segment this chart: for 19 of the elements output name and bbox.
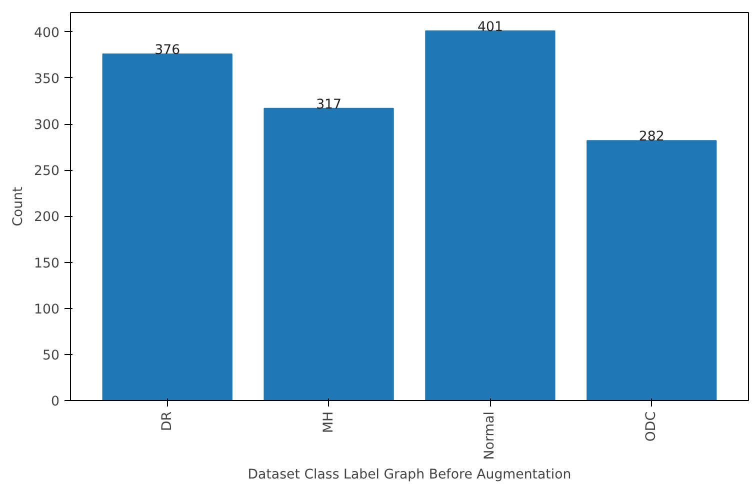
- y-tick-label: 150: [34, 256, 60, 272]
- x-tick-label: DR: [160, 411, 175, 432]
- y-tick-label: 400: [34, 26, 60, 41]
- y-tick-label: 250: [34, 164, 60, 180]
- y-tick-label: 200: [34, 210, 60, 226]
- x-tick-label: Normal: [482, 411, 498, 460]
- x-tick-label: MH: [321, 411, 336, 434]
- bar: [586, 140, 717, 400]
- y-tick-label: 300: [34, 118, 60, 134]
- bar: [264, 108, 394, 400]
- y-tick-label: 100: [34, 302, 60, 318]
- y-tick-label: 350: [34, 72, 60, 87]
- x-axis-title: Dataset Class Label Graph Before Augmentation: [248, 468, 572, 483]
- x-tick-label: ODC: [644, 411, 660, 442]
- y-tick-label: 50: [42, 348, 60, 364]
- bar: [425, 30, 556, 400]
- bar: [102, 53, 232, 400]
- y-axis-title: Count: [11, 186, 26, 226]
- y-tick-label: 0: [51, 394, 60, 410]
